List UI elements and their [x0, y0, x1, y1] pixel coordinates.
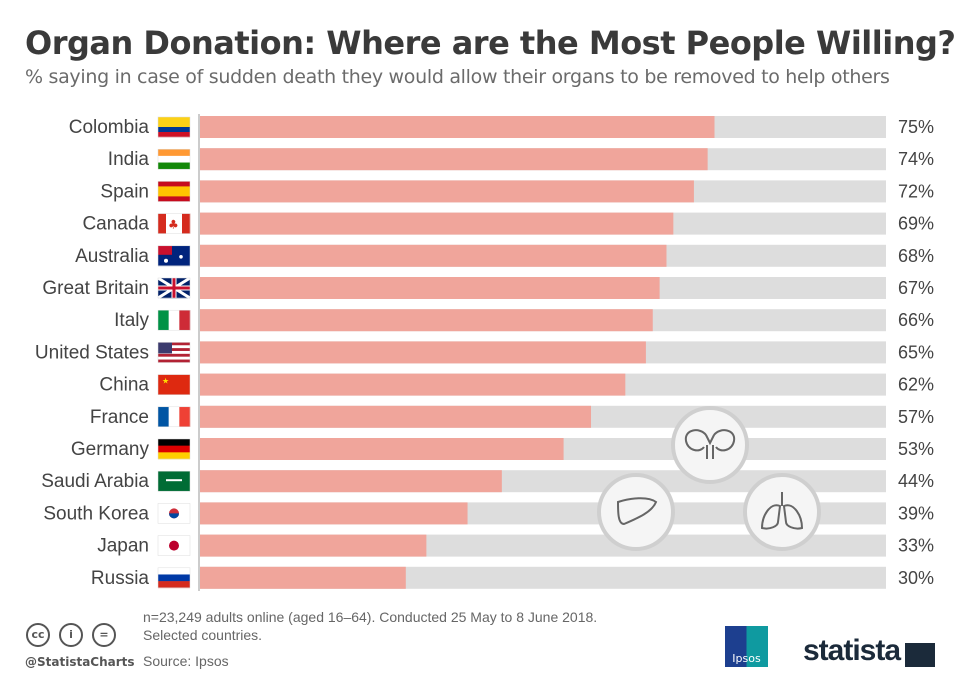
svg-text:♣: ♣ [168, 218, 179, 232]
value-label: 75% [898, 117, 934, 137]
value-label: 44% [898, 471, 934, 491]
value-label: 69% [898, 214, 934, 234]
flag-icon [157, 148, 191, 170]
category-label: Italy [114, 310, 149, 331]
value-label: 74% [898, 149, 934, 169]
bar [200, 470, 502, 493]
value-label: 33% [898, 536, 934, 556]
footnote-2: Selected countries. [143, 627, 263, 643]
bar [200, 116, 715, 138]
flag-icon [157, 245, 191, 267]
flag-icon [157, 406, 191, 428]
flag-icon: ♣ [157, 213, 191, 234]
category-label: Germany [71, 439, 150, 460]
bar [200, 341, 646, 364]
value-label: 39% [898, 503, 934, 523]
bar [200, 180, 694, 203]
category-label: India [108, 149, 150, 170]
value-label: 67% [898, 278, 934, 298]
kidneys-icon [671, 406, 749, 484]
lungs-icon [743, 473, 821, 551]
category-label: Russia [91, 568, 150, 589]
bar [200, 244, 667, 267]
category-label: Australia [75, 246, 149, 267]
flag-icon [157, 503, 191, 524]
bar [200, 534, 427, 557]
source: Source: Ipsos [143, 653, 229, 669]
statista-logo: statista [803, 634, 901, 667]
footnote: n=23,249 adults online (aged 16–64). Con… [143, 609, 598, 625]
attribution-icon: i [59, 623, 83, 647]
chart-subtitle: % saying in case of sudden death they wo… [25, 66, 890, 88]
category-label: Great Britain [42, 278, 149, 299]
cc-icon: cc [26, 623, 50, 647]
category-label: France [90, 407, 149, 428]
value-label: 57% [898, 407, 934, 427]
statista-logo-mark [905, 643, 935, 667]
statista-handle: @StatistaCharts [25, 655, 135, 669]
flag-icon: ★ [157, 374, 191, 395]
no-derivatives-icon: = [92, 623, 116, 647]
chart-title: Organ Donation: Where are the Most Peopl… [25, 24, 956, 62]
value-label: 30% [898, 568, 934, 588]
bar [200, 212, 674, 235]
bar [200, 277, 660, 299]
category-label: Japan [97, 536, 149, 557]
flag-icon [157, 116, 191, 138]
flag-icon [157, 309, 191, 331]
svg-text:★: ★ [162, 377, 169, 386]
ipsos-logo: Ipsos [725, 626, 768, 667]
category-label: China [99, 375, 149, 396]
flag-icon [157, 535, 191, 556]
flag-icon [157, 342, 191, 363]
bar [200, 438, 564, 460]
category-label: Spain [100, 181, 149, 202]
value-label: 62% [898, 375, 934, 395]
bar [200, 309, 653, 332]
value-label: 66% [898, 310, 934, 330]
value-label: 65% [898, 342, 934, 362]
category-label: United States [35, 342, 149, 363]
bar-chart: Colombia 75% India 74% Spain 72% Canada ♣ 69% Aus… [35, 114, 934, 591]
category-label: South Korea [43, 503, 149, 524]
liver-icon [597, 473, 675, 551]
value-label: 68% [898, 246, 934, 266]
flag-icon [157, 438, 191, 460]
flag-icon [157, 181, 191, 202]
value-label: 53% [898, 439, 934, 459]
flag-icon [157, 567, 191, 589]
category-label: Canada [82, 214, 149, 235]
value-label: 72% [898, 181, 934, 201]
flag-icon [157, 470, 191, 492]
bar [200, 373, 626, 396]
bar [200, 405, 592, 428]
bar [200, 566, 406, 589]
category-label: Saudi Arabia [41, 471, 149, 492]
category-label: Colombia [69, 117, 150, 138]
flag-icon [157, 276, 191, 300]
bar [200, 502, 468, 525]
bar [200, 148, 708, 171]
